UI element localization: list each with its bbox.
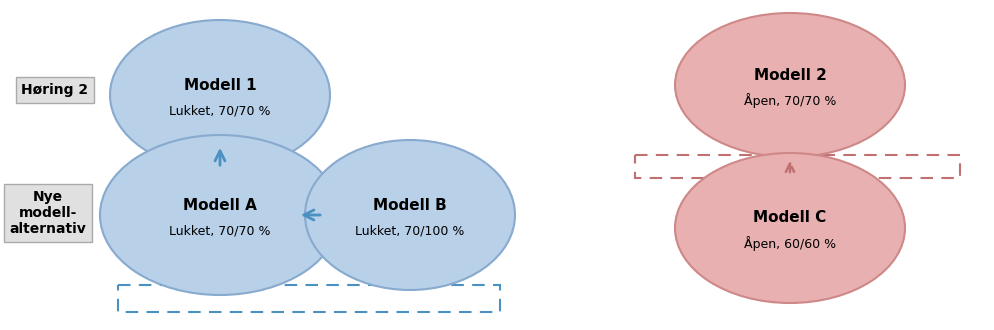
Text: Modell 2: Modell 2	[752, 68, 826, 82]
Text: Modell A: Modell A	[183, 197, 256, 213]
Text: Lukket, 70/100 %: Lukket, 70/100 %	[355, 224, 464, 238]
Ellipse shape	[305, 140, 515, 290]
Text: Modell B: Modell B	[373, 197, 446, 213]
Text: Åpen, 70/70 %: Åpen, 70/70 %	[744, 93, 835, 109]
Text: Modell C: Modell C	[752, 211, 826, 225]
Text: Lukket, 70/70 %: Lukket, 70/70 %	[169, 105, 270, 117]
Ellipse shape	[674, 13, 905, 157]
Ellipse shape	[110, 20, 330, 170]
Text: Høring 2: Høring 2	[22, 83, 88, 97]
Text: Nye
modell-
alternativ: Nye modell- alternativ	[10, 190, 86, 236]
Text: Åpen, 60/60 %: Åpen, 60/60 %	[744, 237, 835, 251]
Text: Modell 1: Modell 1	[184, 78, 256, 92]
Bar	[118, 285, 500, 312]
Ellipse shape	[100, 135, 340, 295]
Text: Lukket, 70/70 %: Lukket, 70/70 %	[169, 224, 270, 238]
Ellipse shape	[674, 153, 905, 303]
Bar	[634, 155, 959, 178]
